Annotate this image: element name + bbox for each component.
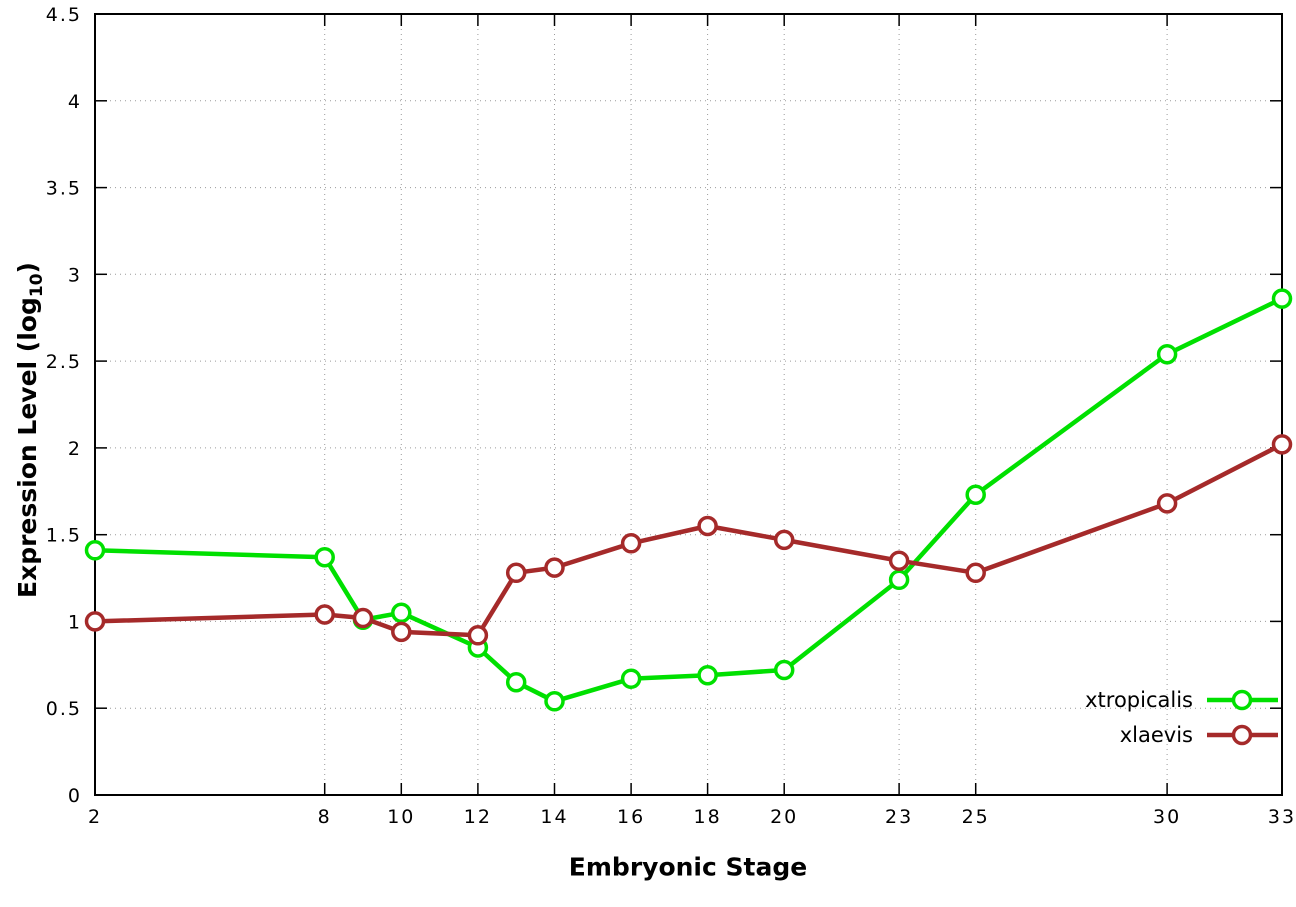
legend-label-xlaevis: xlaevis — [1120, 723, 1193, 747]
data-point-xlaevis — [505, 562, 527, 584]
data-point-xtropicalis — [773, 659, 795, 681]
y-axis-label-subscript: 10 — [27, 273, 47, 298]
data-point-xtropicalis — [1271, 288, 1293, 309]
x-tick-label: 30 — [1153, 806, 1181, 828]
y-axis-label-suffix: ) — [13, 262, 42, 274]
data-point-xtropicalis — [544, 691, 565, 712]
series-line-xtropicalis — [92, 296, 1285, 704]
data-point-xtropicalis — [965, 484, 986, 505]
x-tick-label: 10 — [387, 806, 415, 828]
y-tick-label: 2 — [68, 438, 82, 460]
data-point-xlaevis — [467, 625, 489, 646]
x-axis-label-text: Embryonic Stage — [568, 852, 808, 882]
data-point-xtropicalis — [888, 569, 910, 591]
y-tick-label: 3 — [68, 264, 82, 286]
data-point-xlaevis — [1271, 434, 1293, 455]
data-point-xlaevis — [84, 611, 106, 632]
legend-sample-marker-xlaevis — [1231, 724, 1253, 746]
x-tick-label: 20 — [770, 806, 798, 828]
y-tick-label: 4 — [68, 91, 82, 113]
legend-sample-marker-xtropicalis — [1231, 689, 1253, 711]
data-point-xlaevis — [314, 604, 335, 625]
data-point-xlaevis — [544, 557, 565, 578]
data-point-xtropicalis — [697, 664, 718, 686]
x-tick-label: 18 — [694, 806, 722, 828]
x-axis-label: Embryonic Stage — [569, 853, 807, 882]
data-point-xtropicalis — [505, 671, 527, 693]
data-point-xtropicalis — [314, 546, 335, 568]
x-tick-label: 25 — [962, 806, 990, 828]
y-tick-label: 1 — [68, 611, 82, 633]
y-axis-label: Expression Level (log10) — [13, 262, 47, 598]
y-tick-label: 1.5 — [46, 525, 82, 547]
y-tick-label: 3.5 — [46, 178, 82, 200]
data-point-xlaevis — [888, 550, 910, 571]
data-point-xtropicalis — [620, 668, 642, 689]
y-tick-label: 0 — [68, 785, 82, 807]
y-axis-label-prefix: Expression Level (log — [13, 297, 42, 598]
data-point-xlaevis — [1156, 493, 1178, 514]
data-point-xlaevis — [620, 533, 642, 554]
data-point-xlaevis — [773, 529, 795, 551]
data-point-xlaevis — [697, 515, 718, 537]
plot-border — [94, 13, 1283, 796]
data-point-xtropicalis — [84, 540, 106, 561]
y-tick-label: 4.5 — [46, 4, 82, 26]
data-point-xtropicalis — [1156, 343, 1178, 365]
x-tick-label: 8 — [318, 806, 332, 828]
x-tick-label: 12 — [464, 806, 492, 828]
x-tick-label: 2 — [88, 806, 102, 828]
x-tick-label: 16 — [617, 806, 645, 828]
data-point-xtropicalis — [391, 602, 412, 624]
data-point-xlaevis — [352, 607, 374, 629]
legend-label-xtropicalis: xtropicalis — [1085, 688, 1193, 712]
y-tick-label: 0.5 — [46, 698, 82, 720]
x-tick-label: 14 — [540, 806, 568, 828]
series-line-xlaevis — [92, 442, 1285, 638]
data-point-xlaevis — [391, 621, 412, 643]
y-tick-label: 2.5 — [46, 351, 82, 373]
data-point-xlaevis — [965, 562, 986, 584]
x-tick-label: 23 — [885, 806, 913, 828]
x-tick-label: 33 — [1268, 806, 1296, 828]
